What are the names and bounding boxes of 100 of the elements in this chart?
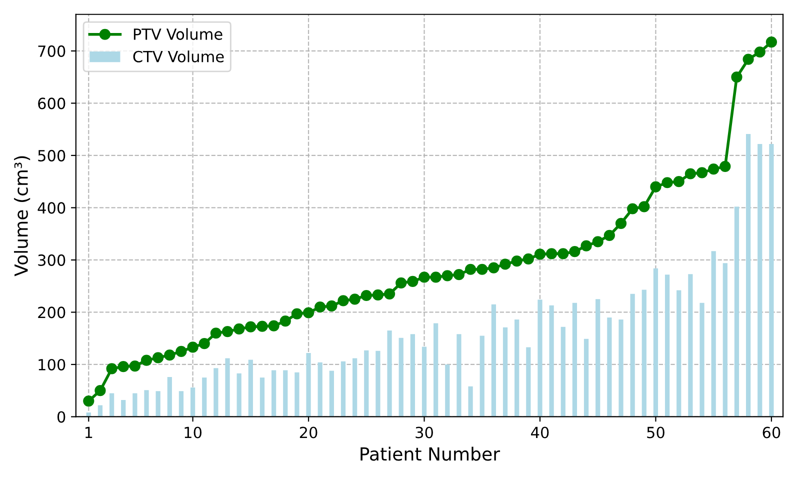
bar <box>700 302 704 417</box>
bar <box>688 274 693 417</box>
point <box>464 264 476 275</box>
point <box>684 168 696 180</box>
bar <box>676 290 682 417</box>
point <box>442 270 453 282</box>
bar <box>769 144 774 417</box>
bar <box>178 391 184 417</box>
point <box>176 346 187 357</box>
point <box>522 253 534 264</box>
bar <box>121 400 126 417</box>
bar <box>214 368 218 417</box>
point <box>349 294 360 305</box>
bar <box>572 302 578 417</box>
point <box>118 361 129 372</box>
y-tick-label: 700 <box>38 45 66 57</box>
point <box>245 321 256 332</box>
point <box>140 354 152 366</box>
point <box>198 338 210 350</box>
x-tick-label: 50 <box>647 426 664 438</box>
point <box>604 230 615 241</box>
bar <box>618 320 624 417</box>
bar <box>480 336 484 417</box>
bar <box>502 327 508 417</box>
bar <box>526 347 531 417</box>
point <box>418 272 430 283</box>
bar <box>329 370 334 417</box>
point <box>83 396 94 407</box>
bar <box>132 393 138 417</box>
point <box>187 342 198 353</box>
point <box>326 300 338 312</box>
bar <box>584 338 589 417</box>
point <box>360 290 372 302</box>
bar <box>156 391 160 417</box>
bar <box>607 317 612 417</box>
x-tick-label: 1 <box>85 426 92 438</box>
bar <box>260 378 265 417</box>
y-tick-label: 400 <box>38 202 66 214</box>
bar <box>190 387 196 417</box>
point <box>500 258 511 270</box>
y-axis-title: Volume (cm³) <box>14 156 30 276</box>
bar <box>746 134 751 417</box>
bar <box>468 386 473 417</box>
point <box>396 277 407 289</box>
bar <box>711 251 716 417</box>
bar <box>306 352 311 417</box>
point <box>430 272 442 283</box>
bar <box>630 294 635 417</box>
bar <box>144 390 149 417</box>
bar <box>596 299 600 417</box>
bar <box>167 377 172 417</box>
point <box>453 269 465 280</box>
point <box>210 328 222 339</box>
point <box>338 295 349 306</box>
legend-label: PTV Volume <box>134 28 222 40</box>
bar <box>410 334 415 417</box>
point <box>708 163 720 175</box>
x-tick-label: 10 <box>184 426 202 438</box>
point <box>129 360 140 372</box>
point <box>766 36 778 48</box>
bar <box>236 373 242 417</box>
y-tick-label: 500 <box>38 150 66 162</box>
y-tick-label: 300 <box>38 254 66 266</box>
bar <box>225 358 230 417</box>
point <box>372 289 384 301</box>
point <box>696 167 708 178</box>
x-tick-label: 20 <box>300 426 318 438</box>
bar <box>642 290 646 417</box>
x-tick-label: 40 <box>531 426 549 438</box>
bar <box>491 304 496 417</box>
bar <box>364 350 369 417</box>
point <box>673 176 684 188</box>
bar <box>549 305 554 417</box>
bar <box>248 360 253 417</box>
point <box>662 177 673 188</box>
bar <box>734 206 740 417</box>
point <box>280 316 291 327</box>
bar <box>456 334 462 417</box>
x-tick-label: 60 <box>762 426 780 438</box>
point <box>302 307 314 318</box>
bar <box>202 378 207 417</box>
bar <box>758 144 762 417</box>
bar <box>722 263 728 417</box>
point <box>488 262 500 274</box>
bar <box>538 300 542 417</box>
point <box>615 218 627 229</box>
bar <box>271 370 276 417</box>
bar <box>422 346 427 417</box>
point <box>106 363 118 374</box>
bar <box>340 361 346 417</box>
point <box>476 264 488 275</box>
bar <box>434 323 438 417</box>
point <box>731 72 742 83</box>
point <box>592 236 604 248</box>
bar <box>318 362 322 417</box>
bar <box>445 364 450 417</box>
point <box>627 203 638 214</box>
bar <box>109 393 114 417</box>
bar <box>398 338 404 417</box>
legend-label: CTV Volume <box>133 50 224 62</box>
